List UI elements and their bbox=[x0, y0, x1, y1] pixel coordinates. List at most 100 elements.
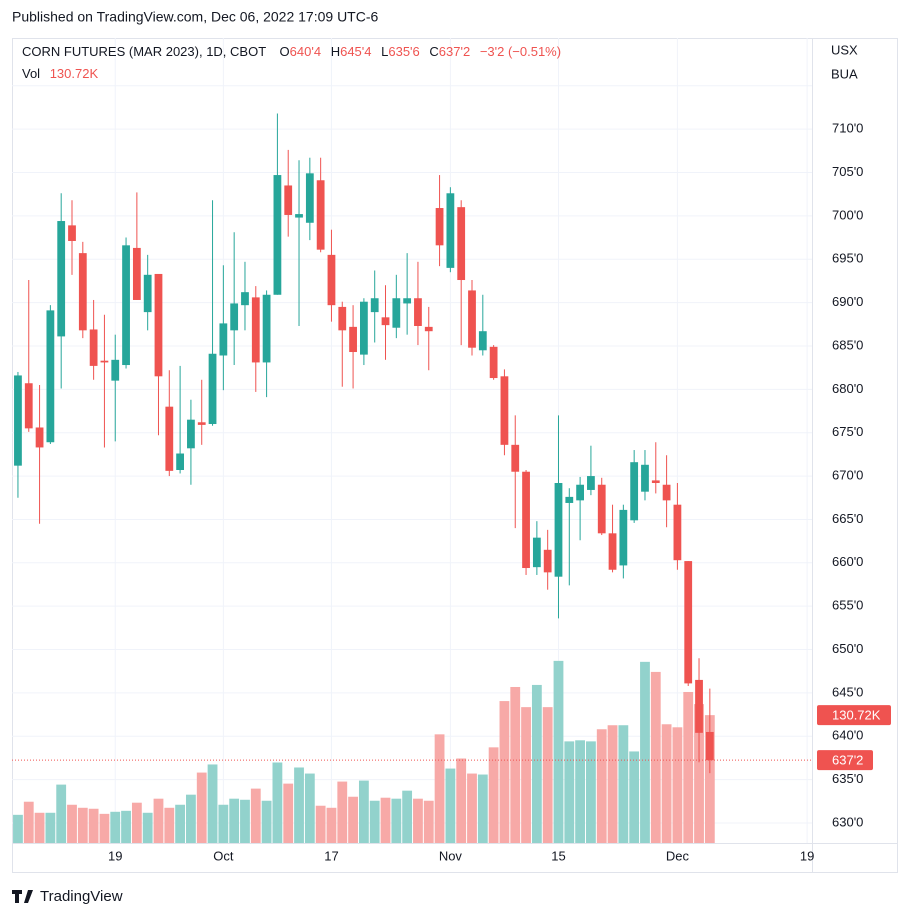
candle-body bbox=[295, 214, 303, 218]
volume-bar bbox=[294, 767, 304, 843]
ohlc-value: 640'4 bbox=[290, 44, 321, 59]
volume-bar bbox=[164, 807, 175, 843]
candle-body bbox=[316, 180, 325, 250]
candle-body bbox=[414, 298, 422, 326]
volume-bar bbox=[348, 796, 358, 843]
candle-body bbox=[273, 175, 282, 295]
candle-body bbox=[78, 253, 87, 331]
candle-body bbox=[241, 292, 249, 306]
candle-body bbox=[565, 496, 574, 503]
candle-body bbox=[576, 484, 584, 501]
candle-body bbox=[381, 317, 390, 326]
x-tick-label: Dec bbox=[666, 848, 690, 863]
y-tick-label: 675'0 bbox=[832, 424, 863, 439]
volume-bar bbox=[607, 725, 618, 843]
volume-bar bbox=[618, 725, 629, 843]
candle-body bbox=[662, 484, 671, 501]
volume-bar bbox=[240, 799, 250, 843]
candle-body bbox=[338, 306, 347, 331]
candle-body bbox=[100, 360, 109, 363]
volume-legend: Vol 130.72K bbox=[22, 66, 98, 81]
y-tick-label: 710'0 bbox=[832, 121, 863, 136]
volume-bar bbox=[261, 800, 272, 843]
volume-bar bbox=[358, 780, 369, 843]
volume-bar bbox=[218, 804, 229, 843]
candle-body bbox=[392, 298, 401, 328]
candle-body bbox=[695, 679, 703, 733]
candle-body bbox=[262, 294, 271, 363]
volume-bar bbox=[88, 808, 99, 843]
candle-body bbox=[489, 346, 498, 379]
candle-body bbox=[619, 509, 628, 566]
y-tick-label: 660'0 bbox=[832, 554, 863, 569]
volume-bar bbox=[121, 810, 131, 843]
y-tick-label: 715'0 bbox=[832, 77, 863, 92]
candle-body bbox=[403, 298, 412, 304]
candle-body bbox=[457, 207, 466, 281]
candle-body bbox=[111, 359, 120, 381]
candle-body bbox=[349, 326, 357, 353]
volume-bar bbox=[510, 686, 521, 843]
volume-bar bbox=[304, 773, 315, 843]
y-tick-label: 685'0 bbox=[832, 337, 863, 352]
ohlc-value: 645'4 bbox=[340, 44, 371, 59]
volume-bar bbox=[434, 734, 445, 843]
volume-bar bbox=[531, 684, 542, 843]
volume-bar bbox=[175, 804, 186, 843]
volume-title: Vol bbox=[22, 66, 40, 81]
candle-body bbox=[132, 247, 141, 300]
candle-body bbox=[478, 331, 487, 351]
volume-bar bbox=[131, 802, 142, 843]
candle-body bbox=[230, 303, 239, 331]
candle-body bbox=[424, 326, 433, 332]
volume-bar bbox=[315, 805, 326, 843]
last-price-tag bbox=[817, 750, 873, 771]
logo: TradingView bbox=[12, 888, 123, 905]
candle-body bbox=[165, 406, 174, 471]
candle-body bbox=[543, 549, 552, 573]
candle-body bbox=[597, 484, 606, 534]
y-tick-label: 655'0 bbox=[832, 598, 863, 613]
y-tick-label: 635'0 bbox=[832, 771, 863, 786]
x-tick-label: Oct bbox=[213, 848, 234, 863]
frame bbox=[12, 38, 898, 873]
volume-bar bbox=[153, 798, 164, 843]
volume-bar bbox=[23, 801, 34, 843]
ohlc-label: L bbox=[381, 44, 388, 59]
currency: USX bbox=[831, 42, 858, 57]
y-tick-label: 650'0 bbox=[832, 641, 863, 656]
candle-body bbox=[370, 298, 379, 313]
volume-bar bbox=[56, 784, 67, 843]
y-tick-label: 680'0 bbox=[832, 381, 863, 396]
volume-bar bbox=[391, 798, 402, 843]
volume-bar bbox=[326, 807, 337, 843]
candle-body bbox=[154, 273, 163, 377]
volume-bar bbox=[337, 781, 348, 843]
volume-bar bbox=[186, 794, 196, 843]
candle-body bbox=[608, 533, 617, 570]
volume-bar bbox=[369, 800, 380, 843]
y-tick-label: 665'0 bbox=[832, 511, 863, 526]
ohlc-value: 635'6 bbox=[388, 44, 419, 59]
volume-bar bbox=[477, 774, 488, 843]
candle-body bbox=[143, 274, 152, 313]
volume-bar bbox=[250, 788, 261, 843]
published-note: Published on TradingView.com, Dec 06, 20… bbox=[12, 9, 379, 25]
volume-bar bbox=[402, 790, 413, 843]
ohlc-label: O bbox=[280, 44, 290, 59]
candle-body bbox=[284, 185, 293, 215]
y-tick-label: 640'0 bbox=[832, 728, 863, 743]
candle-body bbox=[641, 464, 649, 492]
candle-body bbox=[468, 290, 476, 348]
y-tick-label: 700'0 bbox=[832, 207, 863, 222]
y-tick-label: 645'0 bbox=[832, 684, 863, 699]
y-tick-label: 705'0 bbox=[832, 164, 863, 179]
volume-bar bbox=[586, 741, 596, 843]
candle-body bbox=[197, 422, 206, 425]
x-tick-label: 19 bbox=[108, 848, 122, 863]
volume-bar bbox=[575, 740, 586, 843]
volume-bar bbox=[34, 812, 45, 843]
volume-bar bbox=[704, 715, 715, 843]
candle-body bbox=[511, 444, 520, 472]
volume-bar bbox=[694, 704, 704, 843]
